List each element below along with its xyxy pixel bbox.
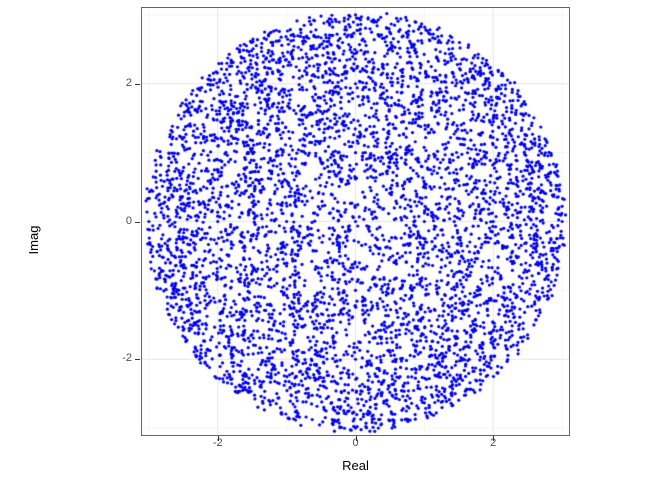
x-axis-title: Real xyxy=(342,457,369,473)
x-axis-tick-label: 2 xyxy=(490,437,497,449)
y-axis-tick-mark xyxy=(135,359,140,361)
x-axis-tick-mark xyxy=(355,436,357,441)
x-axis-tick-label: 0 xyxy=(352,437,359,449)
y-axis-tick-label: -2 xyxy=(122,352,132,365)
y-axis-tick-labels: 2 0 -2 xyxy=(90,0,132,480)
x-axis-tick-mark xyxy=(217,436,219,441)
plot-panel xyxy=(141,7,570,436)
y-axis-tick-label: 0 xyxy=(125,214,132,227)
scatter-points-layer xyxy=(142,8,569,435)
y-axis-tick-mark xyxy=(135,83,140,85)
x-axis-tick-mark xyxy=(493,436,495,441)
y-axis-tick-mark xyxy=(135,221,140,223)
x-axis-tick-labels: -2 0 2 xyxy=(0,437,672,455)
x-axis-tick-label: -2 xyxy=(212,437,223,449)
y-axis-title: Imag xyxy=(25,225,41,255)
y-axis-tick-label: 2 xyxy=(125,76,132,89)
